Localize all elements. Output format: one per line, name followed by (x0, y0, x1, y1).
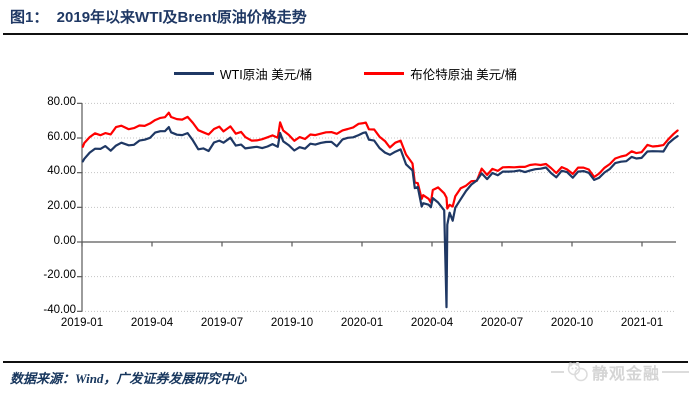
x-tick-label: 2019-04 (130, 317, 174, 329)
legend-item-brent: 布伦特原油 美元/桶 (364, 64, 517, 83)
wti-series-line (81, 126, 679, 309)
brent-series-line (81, 111, 679, 210)
figure-title: 图1： 2019年以来WTI及Brent原油价格走势 (10, 9, 307, 26)
y-tick-label: 20.00 (47, 199, 76, 212)
x-tick-label: 2020-10 (550, 317, 594, 329)
x-tick-label: 2021-01 (620, 317, 664, 329)
legend-label-wti: WTI原油 美元/桶 (219, 68, 313, 82)
watermark-logo: 静观金融 (550, 360, 689, 384)
x-tick-label: 2019-07 (200, 317, 244, 329)
x-tick-label: 2020-01 (340, 317, 384, 329)
x-tick-label: 2019-10 (270, 317, 314, 329)
y-tick-label: 60.00 (47, 130, 76, 143)
y-tick-label: -20.00 (43, 269, 76, 282)
y-tick-label: 40.00 (47, 165, 76, 178)
x-tick-label: 2020-04 (410, 317, 454, 329)
footer-divider (3, 361, 688, 363)
legend-item-wti: WTI原油 美元/桶 (173, 64, 313, 83)
brent-line-swatch (364, 72, 405, 75)
wti-line-swatch (173, 72, 214, 75)
legend-label-brent: 布伦特原油 美元/桶 (410, 68, 518, 82)
data-source: 数据来源：Wind，广发证券发展研究中心 (10, 371, 247, 386)
x-tick-label: 2019-01 (60, 317, 104, 329)
chart-legend: WTI原油 美元/桶 布伦特原油 美元/桶 (0, 64, 691, 83)
watermark-text: 静观金融 (591, 366, 660, 383)
title-divider (3, 33, 688, 35)
watermark-line-left (550, 371, 564, 373)
y-tick-label: -40.00 (43, 303, 76, 316)
watermark-line-right (662, 371, 689, 373)
panda-icon (567, 362, 588, 382)
y-tick-label: 80.00 (47, 95, 76, 108)
y-tick-label: 0.00 (53, 234, 76, 247)
x-tick-label: 2020-07 (480, 317, 524, 329)
